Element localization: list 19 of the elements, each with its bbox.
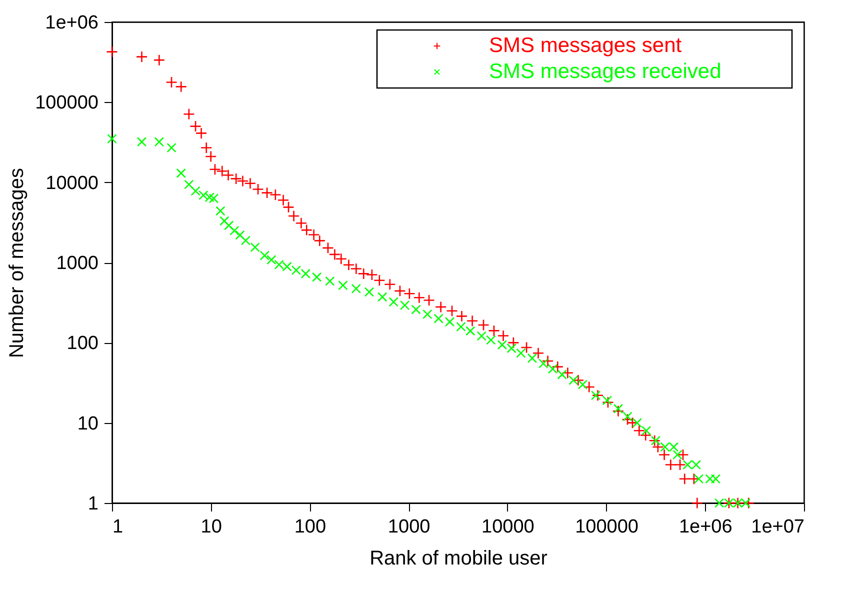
x-tick-label: 1e+06 [678, 516, 732, 538]
y-tick-label: 1e+06 [45, 12, 98, 34]
x-tick-label: 10000 [482, 516, 534, 538]
x-tick-label: 10 [200, 516, 222, 538]
y-tick-label: 1000 [56, 253, 98, 274]
legend-label: SMS messages received [489, 60, 722, 83]
x-axis-title: Rank of mobile user [370, 548, 548, 570]
y-tick-label: 1 [88, 494, 98, 514]
x-tick-label: 1 [112, 516, 124, 538]
legend-label: SMS messages sent [489, 34, 682, 57]
y-tick-label: 10 [77, 413, 98, 434]
y-tick-label: 100 [66, 333, 98, 354]
x-tick-label: 1000 [388, 516, 430, 538]
x-tick-label: 100 [294, 516, 326, 538]
x-tick-label: 100000 [575, 516, 638, 538]
x-tick-label: 1e+07 [751, 516, 804, 538]
y-tick-label: 10000 [46, 172, 98, 194]
y-axis-title: Number of messages [6, 168, 28, 358]
y-tick-label: 100000 [35, 92, 98, 114]
